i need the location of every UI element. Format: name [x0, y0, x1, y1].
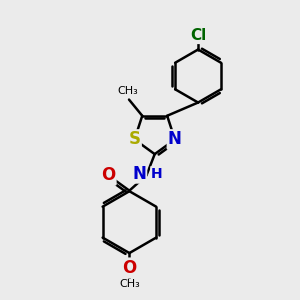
Text: CH₃: CH₃ [119, 279, 140, 289]
Text: H: H [151, 167, 163, 181]
Text: Cl: Cl [190, 28, 206, 43]
Text: S: S [128, 130, 140, 148]
Text: CH₃: CH₃ [117, 86, 138, 96]
Text: N: N [168, 130, 182, 148]
Text: N: N [133, 165, 146, 183]
Text: O: O [101, 166, 115, 184]
Text: O: O [122, 259, 136, 277]
